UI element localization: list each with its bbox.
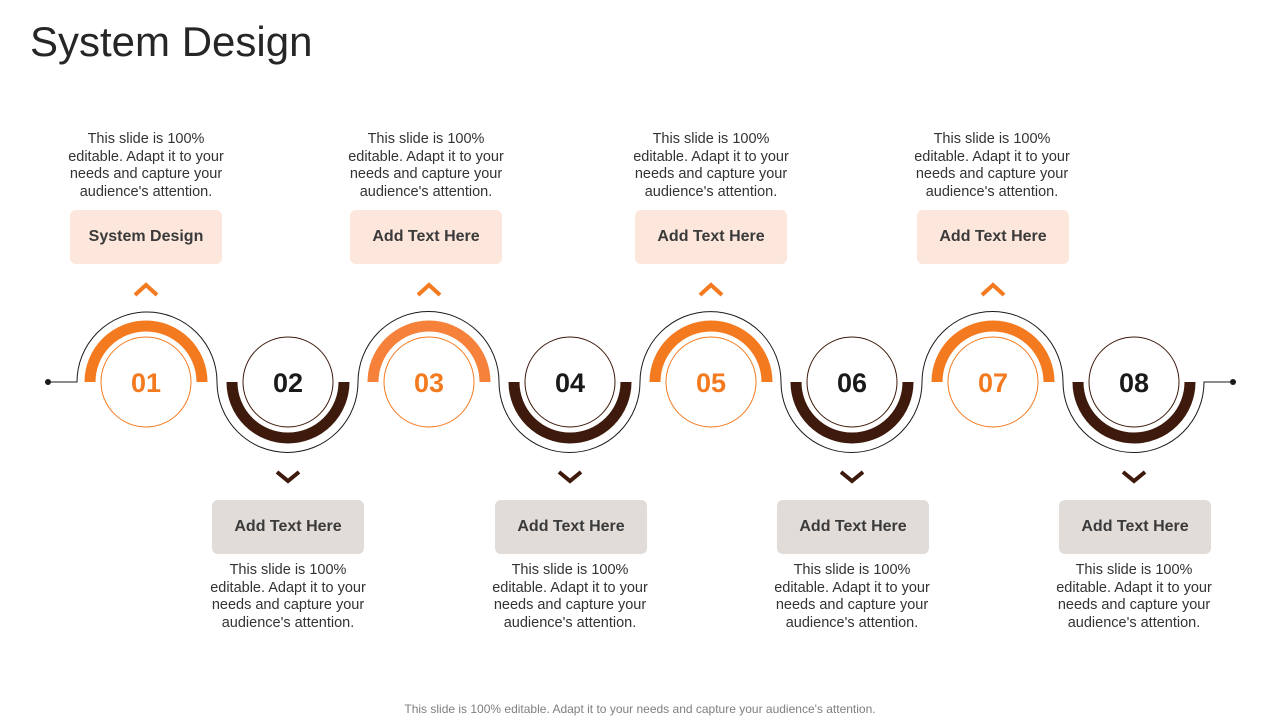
step-01-label: System Design [70,210,222,264]
step-08-number: 08 [1119,368,1149,398]
step-07-node: 07 [931,282,1055,428]
footer-note: This slide is 100% editable. Adapt it to… [404,702,876,716]
chevron-up-icon [133,282,159,297]
chevron-down-icon [839,470,865,484]
step-04-number: 04 [555,368,585,398]
step-04-description: This slide is 100% editable. Adapt it to… [492,562,648,631]
step-02-number: 02 [273,368,303,398]
step-08-label: Add Text Here [1059,500,1211,554]
step-07-label: Add Text Here [917,210,1069,264]
step-07-description: This slide is 100% editable. Adapt it to… [914,131,1070,200]
chevron-down-icon [1121,470,1147,484]
step-06-description: This slide is 100% editable. Adapt it to… [774,562,930,631]
step-08-description: This slide is 100% editable. Adapt it to… [1056,562,1212,631]
timeline-connector [48,311,1233,453]
chevron-up-icon [980,282,1006,297]
step-06-node: 06 [790,336,914,484]
step-05-label: Add Text Here [635,210,787,264]
step-03-number: 03 [414,368,444,398]
step-01-node: 01 [84,282,208,428]
step-04-node: 04 [508,336,632,484]
timeline-end-dot [1230,379,1236,385]
page-title: System Design [30,18,313,65]
chevron-down-icon [275,470,301,484]
step-04-label: Add Text Here [495,500,647,554]
step-01-number: 01 [131,368,161,398]
chevron-down-icon [557,470,583,484]
step-08-node: 08 [1072,336,1196,484]
step-05-description: This slide is 100% editable. Adapt it to… [633,131,789,200]
step-07-number: 07 [978,368,1008,398]
step-01-description: This slide is 100% editable. Adapt it to… [68,131,224,200]
chevron-up-icon [416,282,442,297]
step-06-number: 06 [837,368,867,398]
step-02-description: This slide is 100% editable. Adapt it to… [210,562,366,631]
step-03-description: This slide is 100% editable. Adapt it to… [348,131,504,200]
step-02-label: Add Text Here [212,500,364,554]
step-03-node: 03 [367,282,491,428]
timeline-start-dot [45,379,51,385]
step-06-label: Add Text Here [777,500,929,554]
chevron-up-icon [698,282,724,297]
step-05-node: 05 [649,282,773,428]
step-02-node: 02 [226,336,350,484]
step-03-label: Add Text Here [350,210,502,264]
step-05-number: 05 [696,368,726,398]
